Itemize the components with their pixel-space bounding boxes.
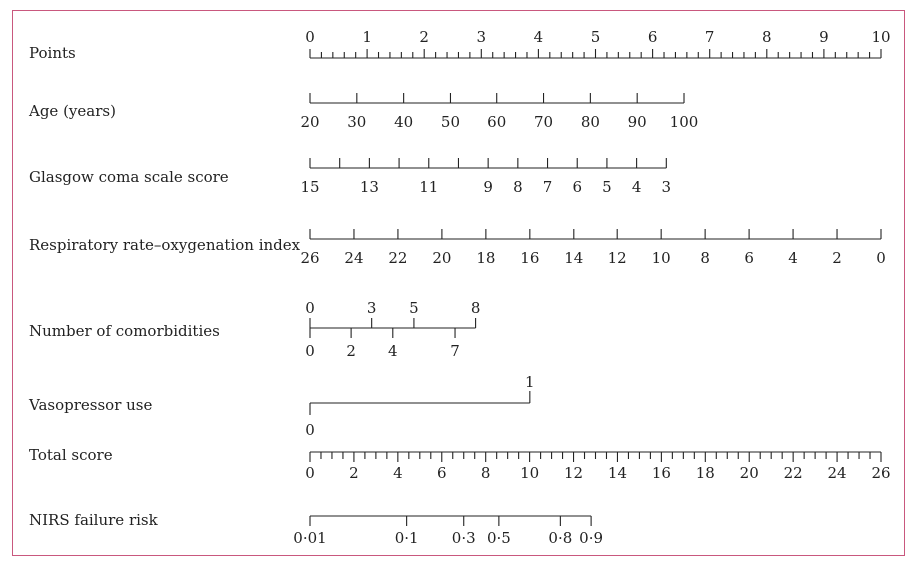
label-points: Points <box>29 44 76 62</box>
points-tick-label: 1 <box>362 28 372 46</box>
label-rox: Respiratory rate–oxygenation index <box>29 236 301 254</box>
points-tick-label: 4 <box>534 28 544 46</box>
gcs-tick-label: 15 <box>300 178 319 196</box>
comorbidities-lower-label: 0 <box>305 342 315 360</box>
comorbidities-lower-label: 2 <box>346 342 356 360</box>
total-tick-label: 2 <box>349 464 359 482</box>
rox-tick-label: 16 <box>520 249 539 267</box>
points-tick-label: 6 <box>648 28 658 46</box>
risk-tick-label: 0·8 <box>548 529 572 547</box>
label-age: Age (years) <box>28 102 116 120</box>
total-tick-label: 6 <box>437 464 447 482</box>
total-tick-label: 26 <box>871 464 890 482</box>
age-tick-label: 40 <box>394 113 413 131</box>
rox-tick-label: 24 <box>344 249 363 267</box>
risk-tick-label: 0·5 <box>487 529 511 547</box>
gcs-tick-label: 13 <box>360 178 379 196</box>
total-tick-label: 4 <box>393 464 403 482</box>
total-tick-label: 24 <box>828 464 847 482</box>
comorbidities-lower-label: 7 <box>450 342 460 360</box>
risk-tick-label: 0·1 <box>395 529 419 547</box>
gcs-tick-label: 3 <box>662 178 672 196</box>
nomogram-chart: Points Age (years) Glasgow coma scale sc… <box>28 28 891 547</box>
risk-tick-label: 0·3 <box>452 529 476 547</box>
rox-tick-label: 0 <box>876 249 886 267</box>
label-gcs: Glasgow coma scale score <box>29 168 229 186</box>
age-tick-label: 60 <box>487 113 506 131</box>
points-tick-label: 7 <box>705 28 715 46</box>
points-tick-label: 2 <box>419 28 429 46</box>
points-tick-label: 0 <box>305 28 315 46</box>
label-comorbidities: Number of comorbidities <box>29 322 220 340</box>
vasopressor-lower-label: 0 <box>305 421 315 439</box>
rox-tick-label: 2 <box>832 249 842 267</box>
total-tick-label: 16 <box>652 464 671 482</box>
row-labels: Points Age (years) Glasgow coma scale sc… <box>28 44 301 529</box>
label-nirs-risk: NIRS failure risk <box>29 511 159 529</box>
points-tick-label: 9 <box>819 28 829 46</box>
gcs-tick-label: 6 <box>572 178 582 196</box>
total-tick-label: 10 <box>520 464 539 482</box>
total-tick-label: 18 <box>696 464 715 482</box>
rox-tick-label: 10 <box>652 249 671 267</box>
rox-tick-label: 20 <box>432 249 451 267</box>
chart-frame: Points Age (years) Glasgow coma scale sc… <box>12 10 905 556</box>
comorbidities-upper-label: 5 <box>409 299 419 317</box>
rox-tick-label: 26 <box>300 249 319 267</box>
points-tick-label: 5 <box>591 28 601 46</box>
age-tick-label: 30 <box>347 113 366 131</box>
gcs-tick-label: 9 <box>483 178 493 196</box>
risk-tick-label: 0·01 <box>293 529 326 547</box>
total-tick-label: 12 <box>564 464 583 482</box>
points-tick-label: 10 <box>871 28 890 46</box>
points-tick-label: 3 <box>477 28 487 46</box>
total-tick-label: 20 <box>740 464 759 482</box>
age-tick-label: 100 <box>670 113 699 131</box>
gcs-tick-label: 11 <box>419 178 438 196</box>
gcs-tick-label: 7 <box>543 178 553 196</box>
total-tick-label: 0 <box>305 464 315 482</box>
rox-tick-label: 14 <box>564 249 583 267</box>
comorbidities-upper-label: 8 <box>471 299 481 317</box>
age-tick-label: 70 <box>534 113 553 131</box>
points-tick-label: 8 <box>762 28 772 46</box>
gcs-tick-label: 4 <box>632 178 642 196</box>
comorbidities-upper-label: 0 <box>305 299 315 317</box>
total-tick-label: 14 <box>608 464 627 482</box>
age-tick-label: 90 <box>628 113 647 131</box>
rox-tick-label: 4 <box>788 249 798 267</box>
age-tick-label: 80 <box>581 113 600 131</box>
label-total-score: Total score <box>29 446 113 464</box>
label-vasopressor: Vasopressor use <box>28 396 152 414</box>
comorbidities-lower-label: 4 <box>388 342 398 360</box>
comorbidities-upper-label: 3 <box>367 299 377 317</box>
rox-tick-label: 12 <box>608 249 627 267</box>
risk-tick-label: 0·9 <box>579 529 603 547</box>
rox-tick-label: 8 <box>700 249 710 267</box>
total-tick-label: 8 <box>481 464 491 482</box>
rox-tick-label: 6 <box>744 249 754 267</box>
vasopressor-upper-label: 1 <box>525 373 535 391</box>
gcs-tick-label: 8 <box>513 178 523 196</box>
rox-tick-label: 18 <box>476 249 495 267</box>
age-tick-label: 50 <box>441 113 460 131</box>
gcs-tick-label: 5 <box>602 178 612 196</box>
total-tick-label: 22 <box>784 464 803 482</box>
rox-tick-label: 22 <box>388 249 407 267</box>
age-tick-label: 20 <box>300 113 319 131</box>
